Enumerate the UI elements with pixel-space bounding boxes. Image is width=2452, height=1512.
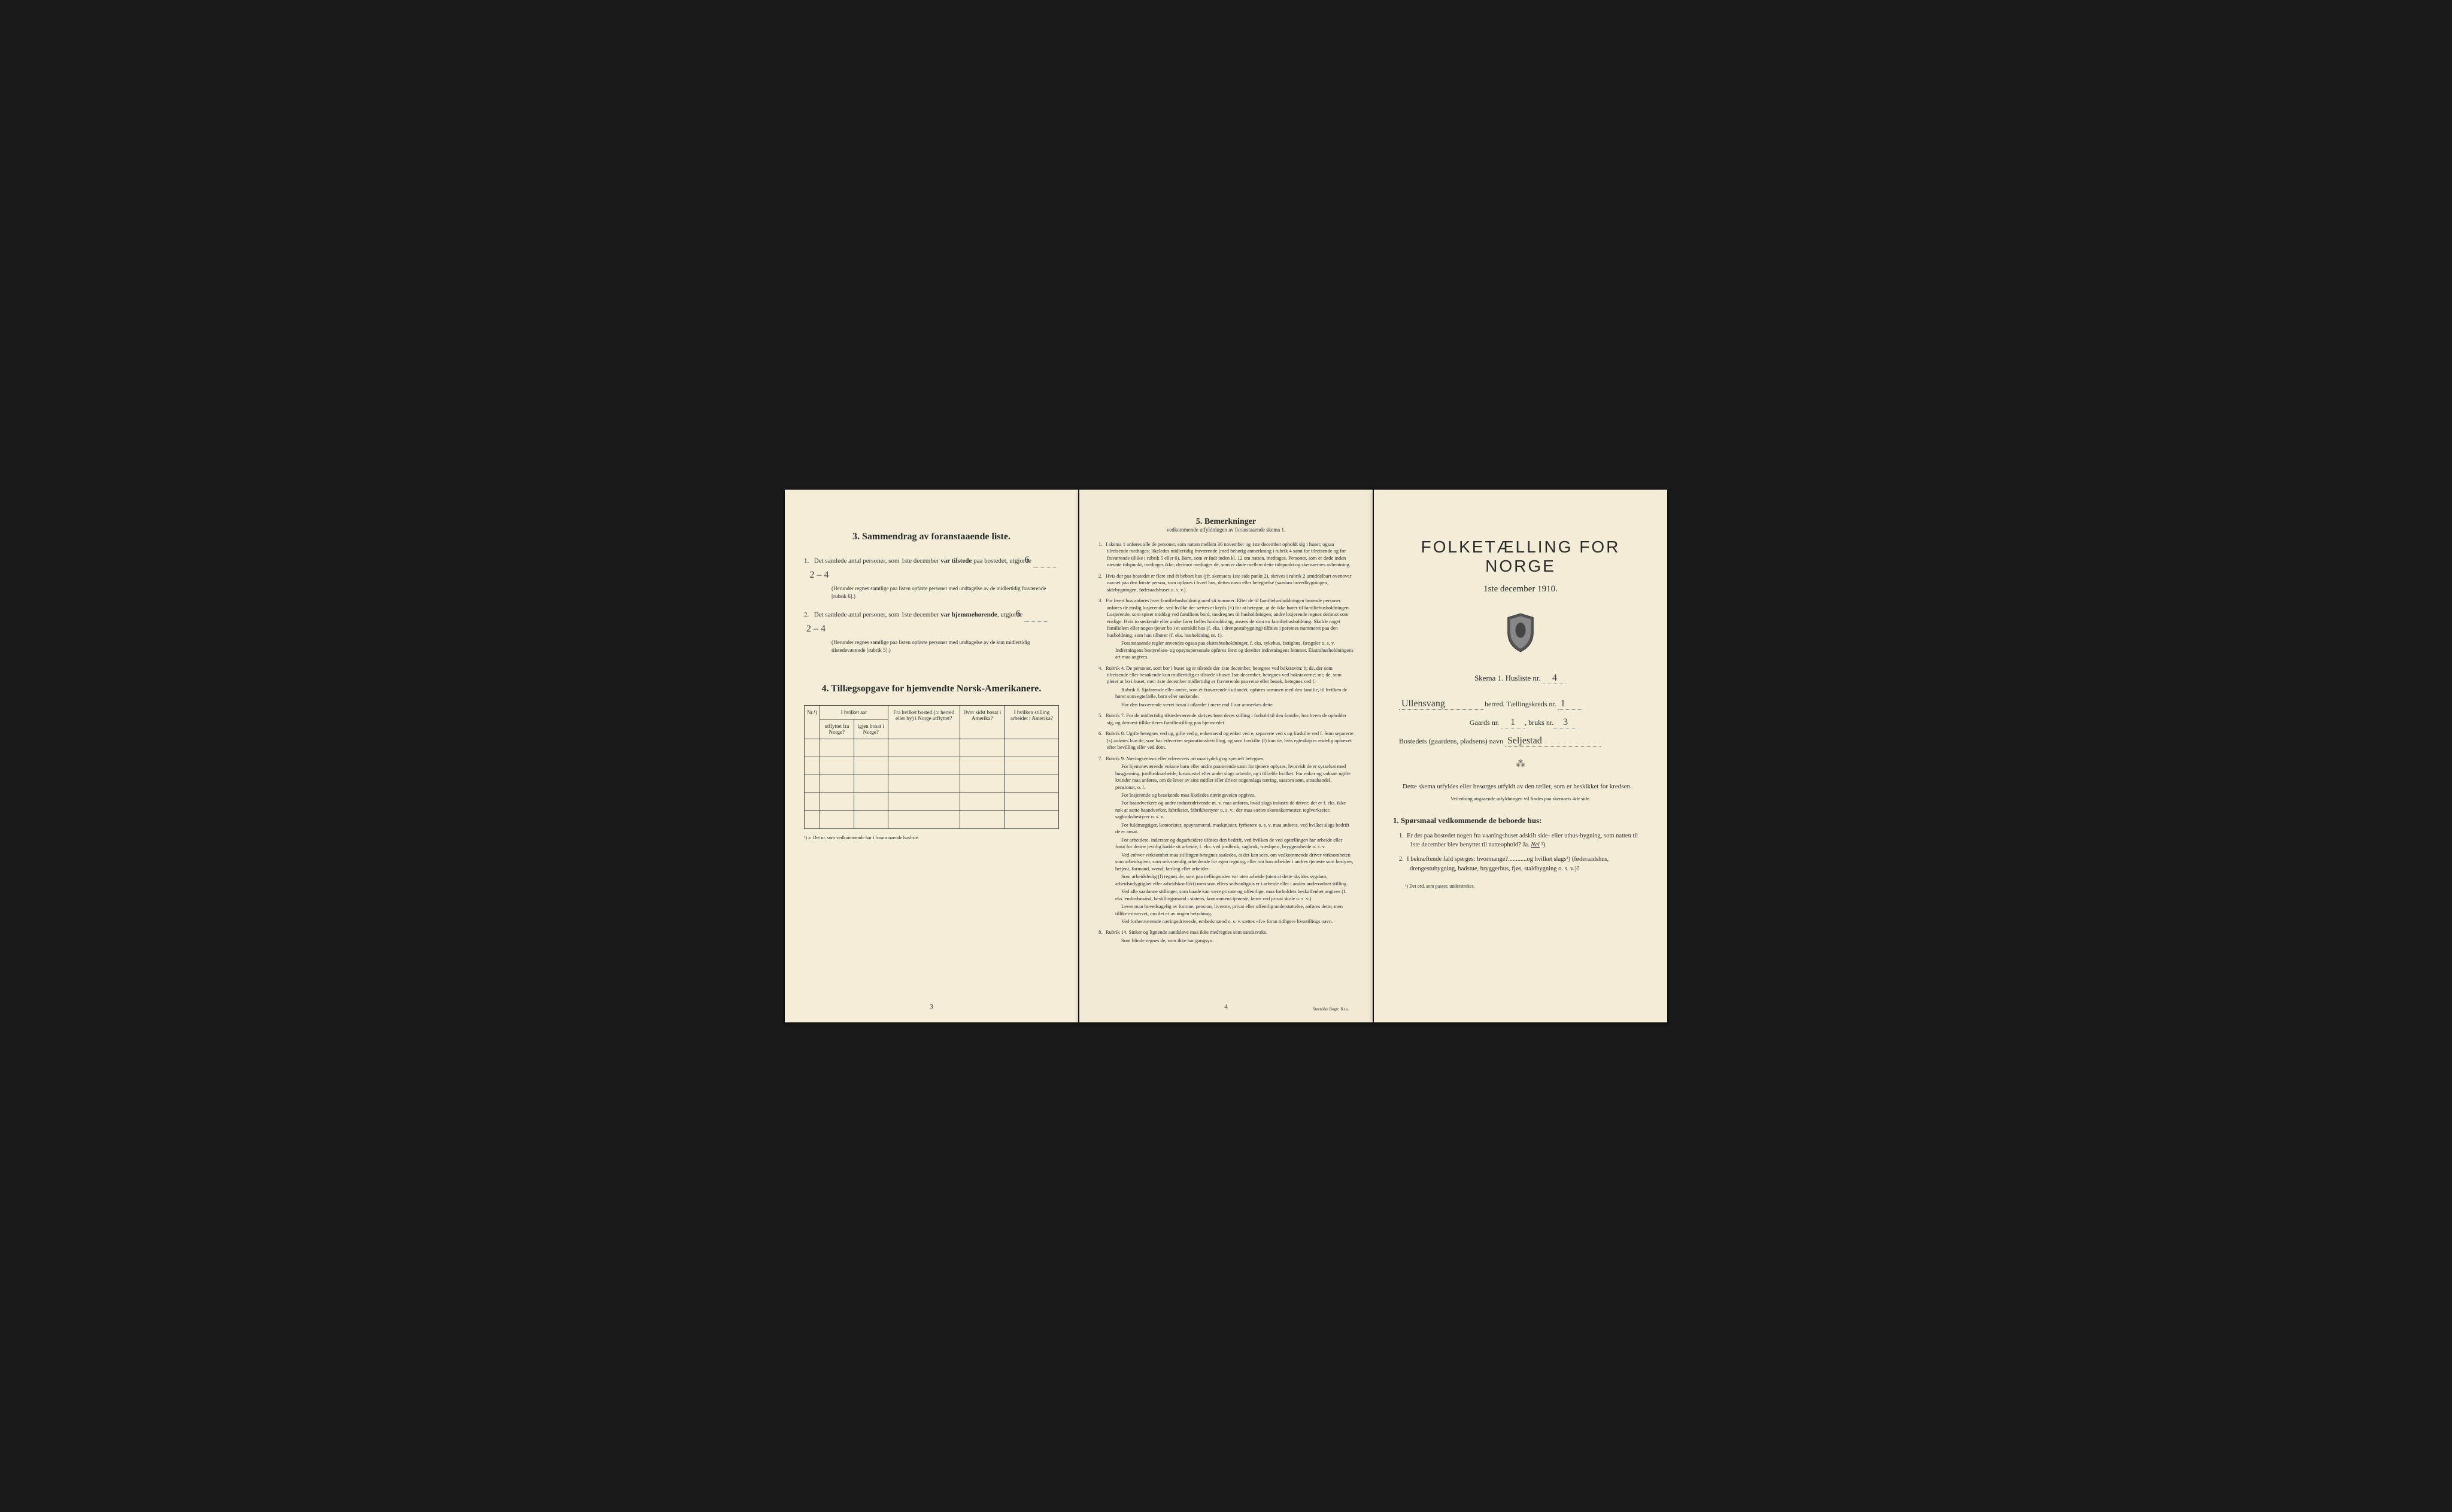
col-nr: Nr.¹)	[805, 706, 820, 739]
page-3: 3. Sammendrag av foranstaaende liste. 1.…	[785, 490, 1078, 1022]
table-row	[805, 793, 1059, 811]
instruction-item: 5.Rubrik 7. For de midlertidig tilstedev…	[1098, 712, 1354, 726]
table-row	[805, 739, 1059, 757]
amerikanere-table: Nr.¹) I hvilket aar Fra hvilket bosted (…	[804, 705, 1059, 829]
section-3-title: 3. Sammendrag av foranstaaende liste.	[804, 532, 1059, 542]
question-2: 2. I bekræftende fald spørges: hvormange…	[1393, 855, 1648, 874]
q1-answer: Nei	[1531, 842, 1540, 848]
table-row	[805, 775, 1059, 793]
question-1: 1. Er der paa bostedet nogen fra vaaning…	[1393, 831, 1648, 851]
col-from: Fra hvilket bosted (ɔ: herred eller by) …	[888, 706, 960, 739]
hjemme-extra: 2 – 4	[815, 622, 839, 636]
question-heading: 1. Spørsmaal vedkommende de beboede hus:	[1393, 816, 1648, 825]
col-work: I hvilken stilling arbeidet i Amerika?	[1005, 706, 1058, 739]
fill-subnote: Veiledning angaaende utfyldningen vil fi…	[1393, 796, 1648, 801]
tilstede-extra: 2 – 4	[818, 568, 842, 582]
instruction-list: 1.I skema 1 anføres alle de personer, so…	[1098, 541, 1354, 944]
instruction-item: 8.Rubrik 14. Sinker og lignende aandsløv…	[1098, 929, 1354, 944]
gaard-nr: 1	[1501, 717, 1525, 728]
hjemme-count: 6	[1024, 607, 1048, 622]
table-row	[805, 757, 1059, 775]
herred-value: Ullensvang	[1399, 699, 1483, 710]
instruction-item: 3.For hvert hus anføres hver familiehush…	[1098, 597, 1354, 660]
tilstede-count: 6	[1033, 553, 1057, 568]
section-5-subtitle: vedkommende utfyldningen av foranstaaend…	[1098, 527, 1354, 533]
table-row	[805, 811, 1059, 829]
section-4-title: 4. Tillægsopgave for hjemvendte Norsk-Am…	[804, 684, 1059, 694]
col-last: Hvor sidst bosat i Amerika?	[960, 706, 1005, 739]
husliste-nr: 4	[1543, 673, 1567, 684]
page-number: 3	[930, 1003, 933, 1010]
item1-note: (Herunder regnes samtlige paa listen opf…	[815, 585, 1059, 600]
herred-line: Ullensvang herred. Tællingskreds nr. 1	[1393, 699, 1648, 710]
instruction-item: 6.Rubrik 8. Ugifte betegnes ved ug, gift…	[1098, 730, 1354, 751]
page-4: 5. Bemerkninger vedkommende utfyldningen…	[1079, 490, 1373, 1022]
section-5-title: 5. Bemerkninger	[1098, 517, 1354, 527]
document-spread: 3. Sammendrag av foranstaaende liste. 1.…	[785, 490, 1667, 1022]
kreds-nr: 1	[1558, 699, 1582, 710]
census-date: 1ste december 1910.	[1393, 584, 1648, 594]
coat-of-arms-icon	[1393, 612, 1648, 655]
bruks-nr: 3	[1553, 717, 1577, 728]
gaard-line: Gaards nr. 1, bruks nr.3	[1393, 717, 1648, 728]
col-out: utflyttet fra Norge?	[820, 719, 854, 739]
table-footnote: ¹) ɔ: Det nr. som vedkommende har i fora…	[804, 835, 1059, 840]
summary-item-1: 1. Det samlede antal personer, som 1ste …	[804, 553, 1059, 600]
skema-line: Skema 1. Husliste nr. 4	[1393, 673, 1648, 684]
instruction-item: 2.Hvis der paa bostedet er flere end ét …	[1098, 573, 1354, 593]
fill-instruction: Dette skema utfyldes eller besørges utfy…	[1393, 782, 1648, 792]
bosted-value: Seljestad	[1505, 736, 1601, 747]
page-title: FOLKETÆLLING FOR NORGE 1ste december 191…	[1374, 490, 1667, 1022]
col-years: I hvilket aar	[820, 706, 888, 719]
instruction-item: 4.Rubrik 4. De personer, som bor i huset…	[1098, 665, 1354, 709]
bosted-line: Bostedets (gaardens, pladsens) navn Selj…	[1393, 736, 1648, 747]
page-number: 4	[1224, 1003, 1228, 1010]
page3-footnote: ¹) Det ord, som passer, understrekes.	[1393, 883, 1648, 889]
summary-item-2: 2. Det samlede antal personer, som 1ste …	[804, 607, 1059, 654]
instruction-item: 7.Rubrik 9. Næringsveiens eller erhverve…	[1098, 755, 1354, 925]
col-back: igjen bosat i Norge?	[854, 719, 888, 739]
instruction-item: 1.I skema 1 anføres alle de personer, so…	[1098, 541, 1354, 569]
ornament-icon: ⁂	[1393, 758, 1648, 770]
census-title: FOLKETÆLLING FOR NORGE	[1393, 538, 1648, 576]
printer-credit: Steen'ske Bogtr. Kr.a.	[1312, 1007, 1349, 1012]
item2-note: (Herunder regnes samtlige paa listen opf…	[815, 639, 1059, 654]
